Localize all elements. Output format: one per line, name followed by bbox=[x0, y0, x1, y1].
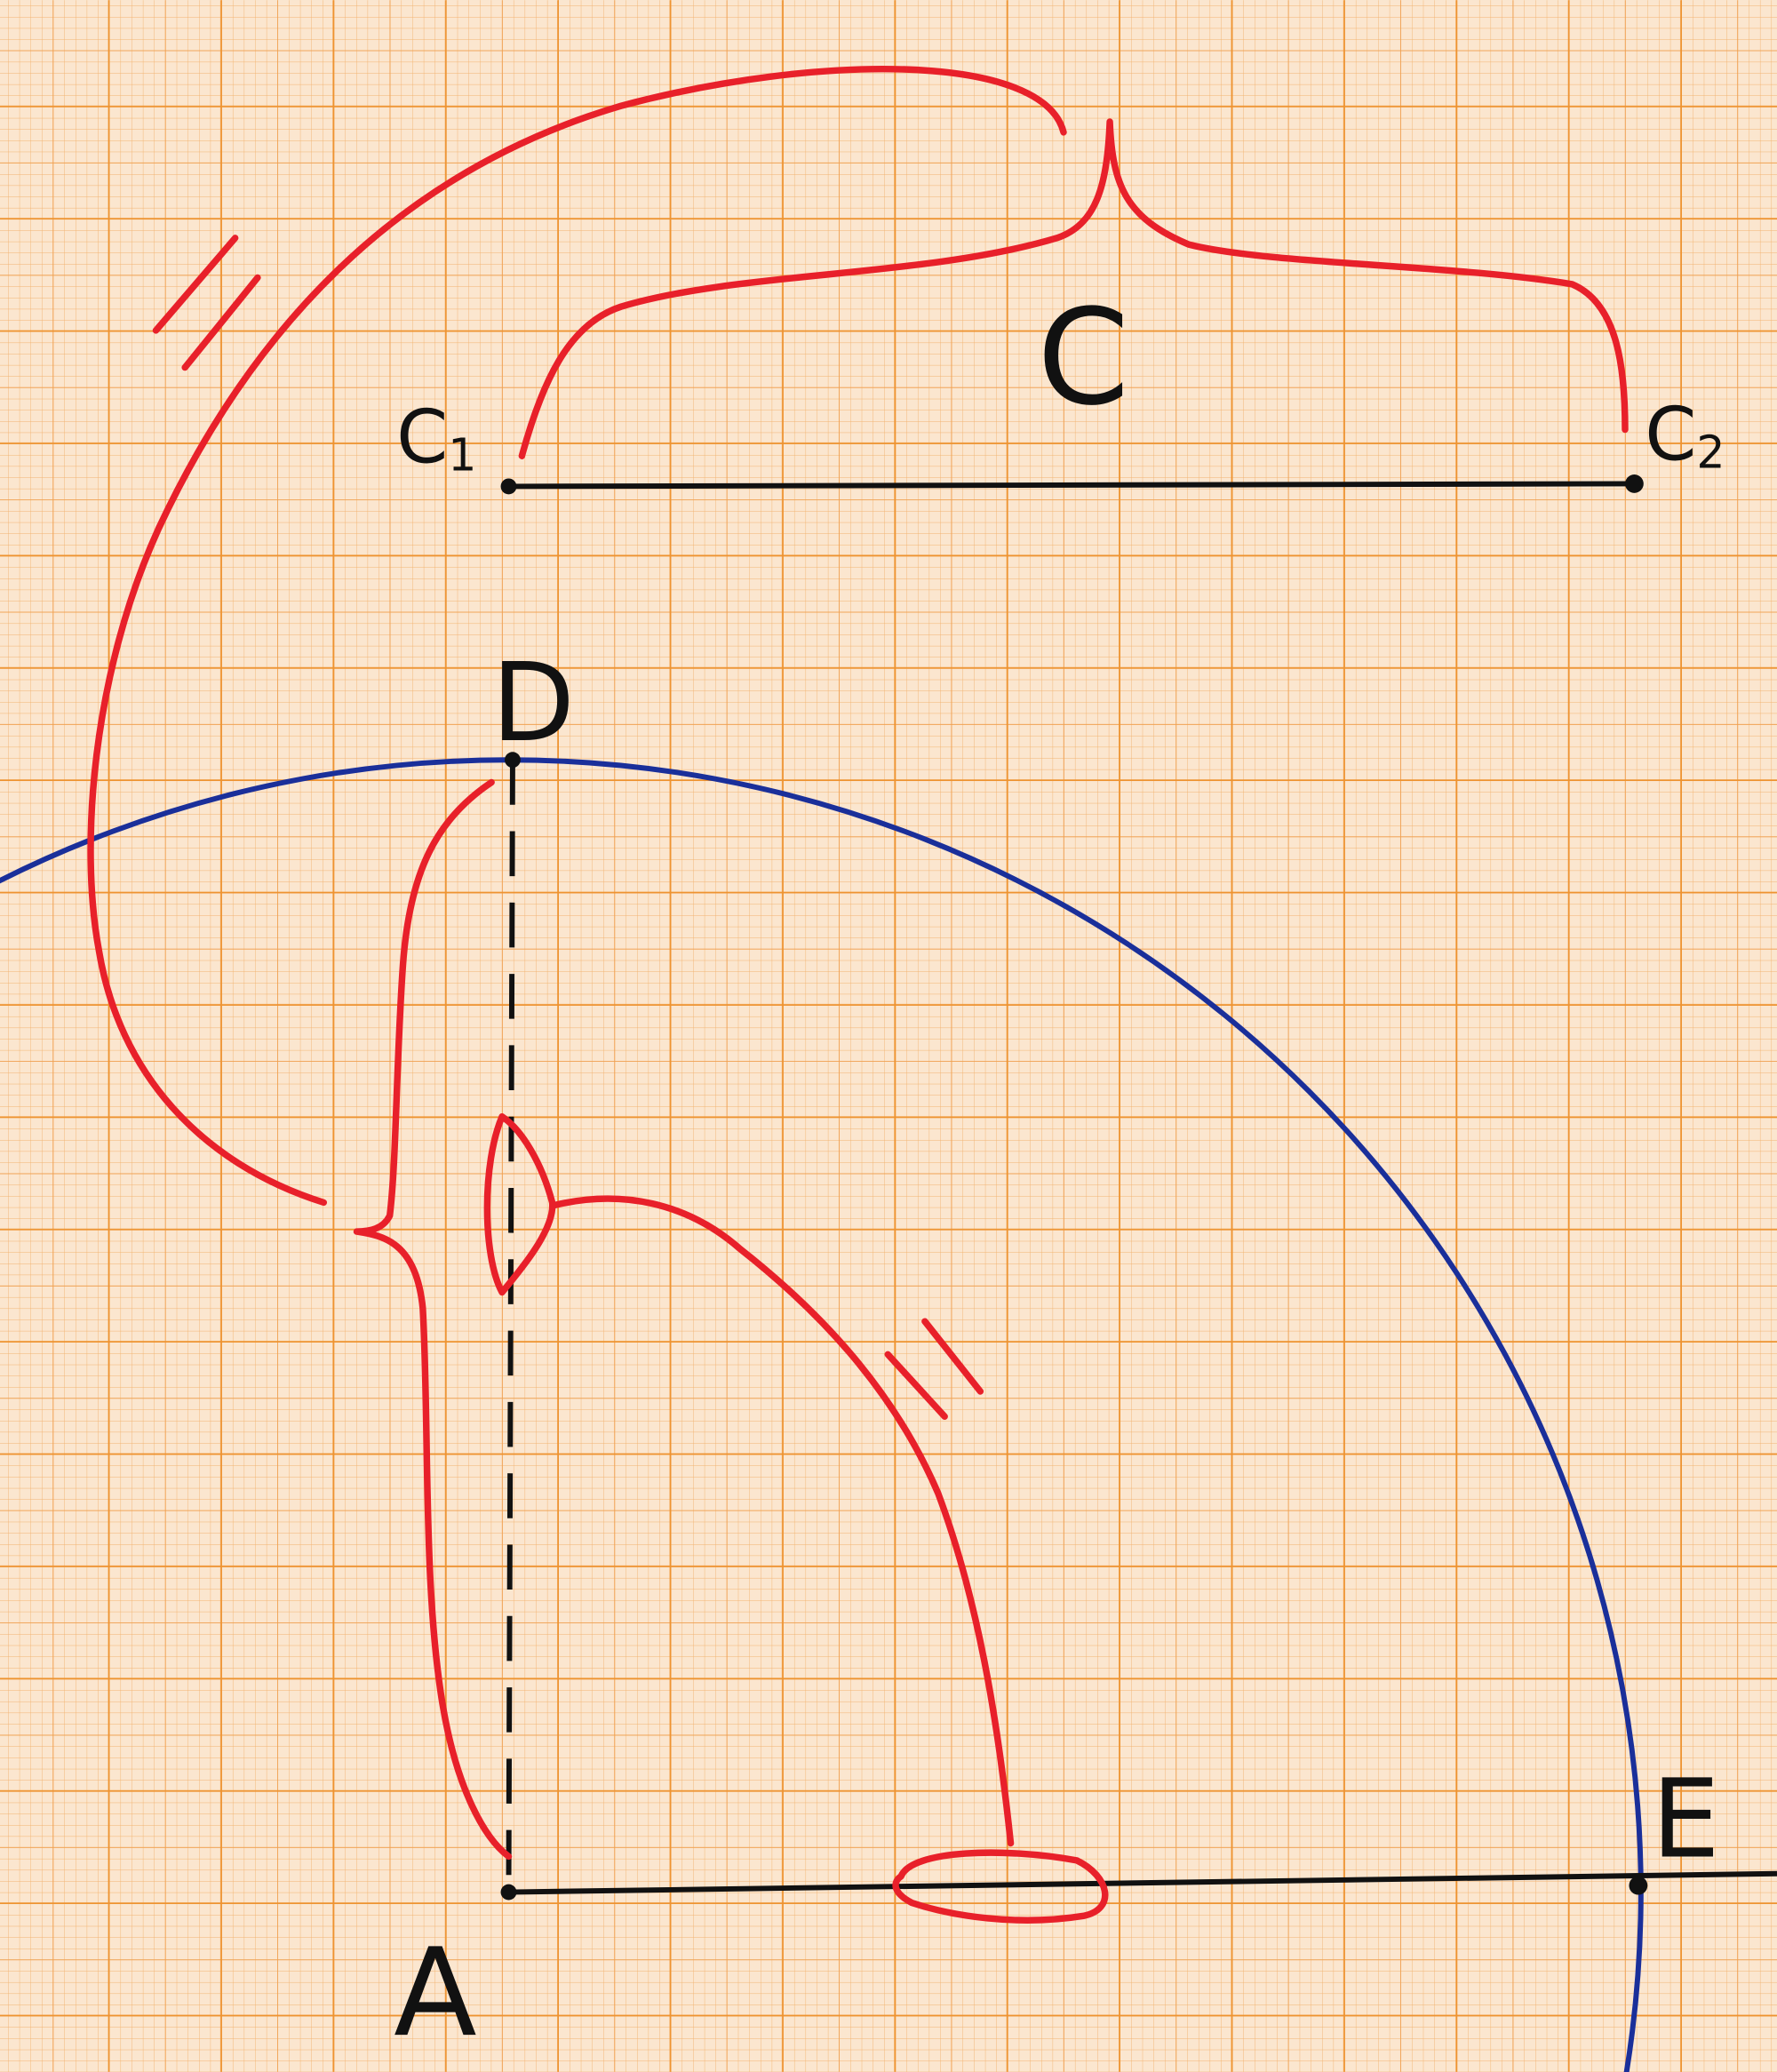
label-c2: C2 bbox=[1645, 392, 1725, 479]
brace-knot bbox=[483, 1112, 556, 1296]
brace-c bbox=[518, 118, 1629, 459]
segment-c1-c2 bbox=[508, 481, 1635, 490]
hash-marks-top bbox=[152, 235, 261, 371]
label-c1: C1 bbox=[396, 394, 476, 482]
hash-marks-right bbox=[884, 1318, 984, 1420]
dashed-d-a bbox=[506, 760, 515, 1893]
brace-left bbox=[353, 778, 513, 1861]
label-segment-c: C bbox=[1037, 282, 1129, 435]
point-e bbox=[1629, 1876, 1648, 1895]
label-c2-subscript: 2 bbox=[1696, 426, 1725, 479]
label-e: E bbox=[1652, 1756, 1720, 1882]
point-c2 bbox=[1624, 474, 1644, 493]
brace-right bbox=[551, 1195, 1015, 1847]
brace-foot bbox=[892, 1849, 1109, 1924]
point-d bbox=[505, 752, 521, 769]
label-d: D bbox=[491, 640, 575, 766]
label-a: A bbox=[394, 1923, 477, 2064]
segment-a-e bbox=[508, 1870, 1777, 1895]
point-c1 bbox=[500, 478, 517, 495]
label-c1-letter: C bbox=[396, 394, 448, 481]
point-a bbox=[500, 1884, 517, 1901]
label-c2-letter: C bbox=[1645, 392, 1696, 478]
label-c1-subscript: 1 bbox=[448, 429, 476, 482]
arc-brace bbox=[87, 66, 1067, 1207]
